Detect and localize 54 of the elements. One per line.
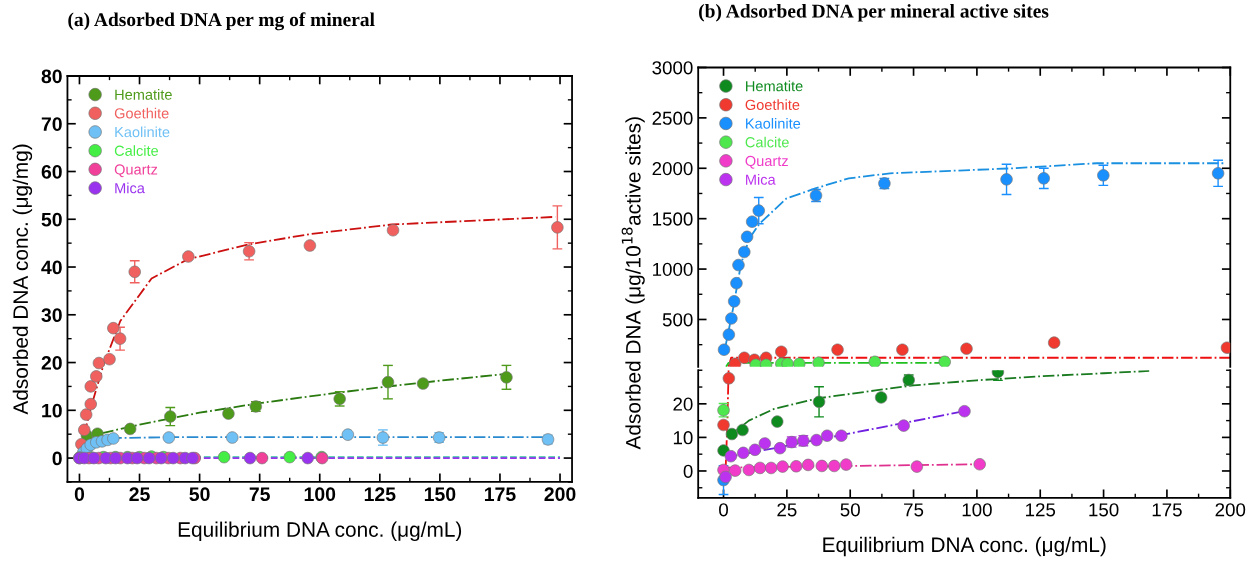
y-tick-label: 60 [41,164,62,179]
legend-label: Goethite [114,107,169,119]
x-axis-title: Equilibrium DNA conc. (μg/mL) [823,536,1106,557]
x-tick-label: 25 [129,487,150,502]
x-tick-label: 75 [904,503,924,517]
x-axis-title: Equilibrium DNA conc. (μg/mL) [178,521,462,542]
chart-title: (a) Adsorbed DNA per mg of mineral [68,12,375,31]
y-tick-label: 30 [41,308,62,323]
x-tick-label: 150 [424,487,456,502]
legend-label: Calcite [114,145,159,156]
y-tick-label: 0 [52,451,62,466]
x-tick-label: 50 [840,503,860,517]
chart-title: (b) Adsorbed DNA per mineral active sites [699,3,1049,22]
x-tick-label: 150 [1089,503,1119,517]
x-tick-label: 50 [189,487,210,502]
x-tick-label: 0 [74,487,85,502]
legend-label: Goethite [745,99,800,111]
legend-label: Quartz [745,155,788,169]
legend-label: Calcite [745,136,789,148]
x-tick-label: 125 [1026,503,1056,517]
y-tick-label: 20 [41,356,62,370]
x-tick-label: 200 [544,487,576,502]
x-tick-label: 125 [364,487,396,502]
x-tick-label: 75 [249,487,270,502]
legend-label: Mica [746,174,776,185]
y-axis-title: Adsorbed DNA conc. (μg/mg) [12,144,33,415]
legend-label: Quartz [114,164,158,178]
x-tick-label: 175 [1152,503,1182,517]
y-tick-label: 3000 [652,61,693,75]
y-tick-label: 10 [42,403,62,418]
y-tick-label: 1500 [653,212,693,226]
x-tick-label: 175 [484,487,516,502]
y-tick-label: 20 [673,397,693,411]
x-tick-label: 0 [719,503,729,517]
x-tick-label: 200 [1215,503,1246,517]
legend-label: Kaolinite [746,118,801,129]
y-axis-title: Adsorbed DNA (μg/10$^{18}$active sites) [621,117,645,450]
y-tick-label: 50 [41,212,62,227]
y-tick-label: 500 [662,313,693,327]
y-tick-label: 40 [41,260,62,275]
x-tick-label: 100 [304,487,336,502]
y-tick-label: 0 [683,464,693,478]
y-tick-label: 2500 [652,111,693,125]
y-tick-label: 2000 [652,161,693,176]
y-tick-label: 1000 [653,262,693,277]
legend-label: Mica [115,182,145,194]
x-tick-label: 100 [962,503,992,517]
legend-label: Hematite [746,80,803,92]
y-tick-label: 70 [41,117,62,131]
y-tick-label: 10 [673,431,693,445]
legend-label: Kaolinite [115,126,170,138]
legend-label: Hematite [115,89,172,100]
y-tick-label: 80 [41,69,62,84]
x-tick-label: 25 [777,503,797,517]
